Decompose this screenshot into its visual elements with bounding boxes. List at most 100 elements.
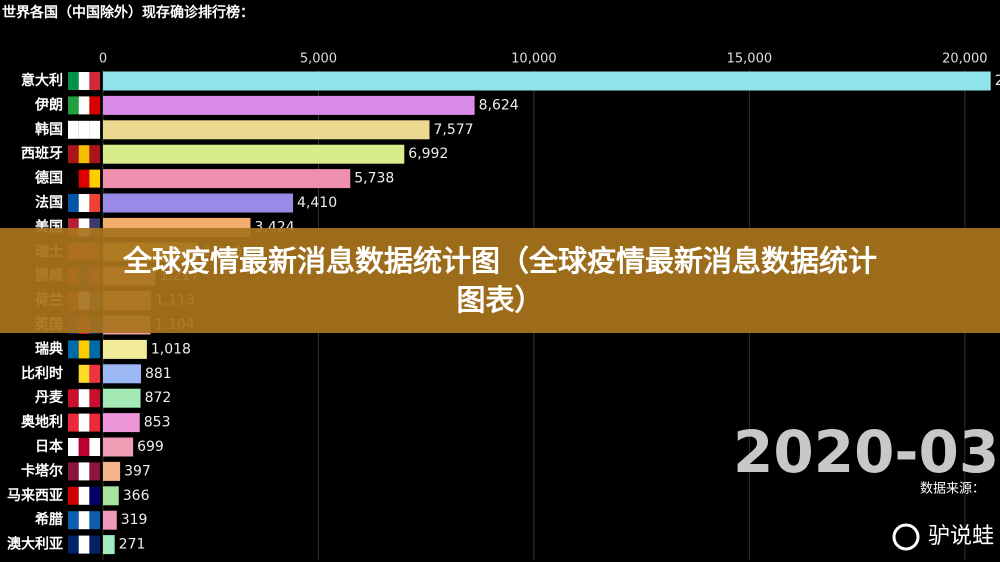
date-label: 2020-03-1 [733, 418, 1000, 486]
flag [78, 389, 90, 408]
banner [0, 228, 1000, 333]
flag [68, 145, 79, 164]
bar [103, 437, 134, 457]
flag [68, 438, 79, 456]
value-label: 4,410 [297, 195, 337, 211]
flag [78, 438, 90, 456]
value-label: 8,624 [479, 97, 519, 113]
flag [89, 145, 101, 164]
y-tick-label: 瑞典 [35, 340, 63, 357]
banner-text: 全球疫情最新消息数据统计图（全球疫情最新消息数据统计 [122, 244, 877, 278]
value-label: 1,018 [151, 341, 191, 357]
flag [68, 486, 79, 505]
y-tick-label: 比利时 [21, 365, 63, 382]
flag [89, 169, 101, 188]
bar [103, 364, 141, 384]
flag [89, 96, 101, 115]
value-label: 366 [123, 488, 150, 504]
flag [89, 462, 101, 481]
banner-text: 图表） [456, 283, 543, 317]
flag [78, 72, 90, 90]
value-label: 881 [145, 366, 172, 382]
flag [78, 413, 90, 432]
y-tick-label: 韩国 [35, 121, 63, 138]
value-label: 319 [121, 512, 148, 528]
bar [103, 535, 115, 555]
flag [68, 218, 79, 237]
value-label: 699 [137, 439, 164, 455]
flag [89, 511, 101, 530]
flag [78, 218, 90, 237]
value-label: 853 [144, 415, 171, 431]
y-tick-label: 奥地利 [21, 414, 63, 431]
y-tick-label: 日本 [35, 438, 64, 455]
bar [103, 193, 294, 213]
flag [89, 218, 101, 237]
flag [78, 364, 90, 383]
bar [103, 169, 351, 189]
flag [68, 364, 79, 383]
y-tick-label: 希腊 [35, 511, 63, 528]
bar [103, 486, 119, 506]
y-tick-label: 法国 [35, 194, 63, 211]
bar [103, 388, 141, 408]
value-label: 271 [119, 537, 146, 553]
flag [89, 486, 101, 505]
flag [89, 120, 101, 139]
bar [103, 339, 147, 359]
flag [68, 96, 79, 115]
value-label: 7,577 [434, 122, 474, 138]
flag [89, 364, 101, 383]
y-tick-label: 卡塔尔 [21, 462, 63, 479]
flag [68, 535, 79, 554]
bar [103, 120, 430, 140]
flag [78, 145, 90, 164]
bar [103, 413, 140, 433]
flag [78, 486, 90, 505]
x-tick-label: 0 [99, 52, 107, 67]
x-tick-label: 15,000 [727, 52, 773, 67]
flag [78, 535, 90, 554]
flag [68, 120, 79, 139]
watermark: 驴说蛙 [928, 524, 994, 549]
value-label: 2 [995, 73, 1000, 89]
flag [89, 535, 101, 554]
flag [78, 120, 90, 139]
watermark-icon [892, 523, 920, 551]
flag [89, 413, 101, 432]
flag [78, 169, 90, 188]
flag [68, 169, 79, 188]
flag [68, 340, 79, 359]
value-label: 872 [145, 390, 172, 406]
y-tick-label: 意大利 [21, 72, 63, 89]
x-tick-label: 5,000 [300, 52, 337, 67]
bar [103, 95, 475, 115]
bar [103, 144, 405, 164]
value-label: 5,738 [354, 171, 394, 187]
source-label: 数据来源： [920, 482, 985, 497]
value-label: 6,992 [408, 146, 448, 162]
y-tick-label: 伊朗 [34, 96, 63, 113]
flag [68, 194, 79, 212]
flag [68, 413, 79, 432]
flag [78, 194, 90, 212]
flag [89, 438, 101, 456]
flag [78, 511, 90, 530]
flag [78, 462, 90, 481]
flag [89, 340, 101, 359]
flag [89, 194, 101, 212]
flag [68, 462, 79, 481]
y-tick-label: 马来西亚 [7, 488, 63, 504]
x-tick-label: 20,000 [942, 52, 988, 67]
flag [68, 511, 79, 530]
y-tick-label: 德国 [35, 170, 63, 187]
x-tick-label: 10,000 [511, 52, 557, 67]
flag [89, 389, 101, 408]
y-tick-label: 丹麦 [35, 389, 64, 406]
flag [68, 389, 79, 408]
flag [78, 96, 90, 115]
y-tick-label: 西班牙 [21, 145, 63, 162]
bar [103, 461, 121, 481]
